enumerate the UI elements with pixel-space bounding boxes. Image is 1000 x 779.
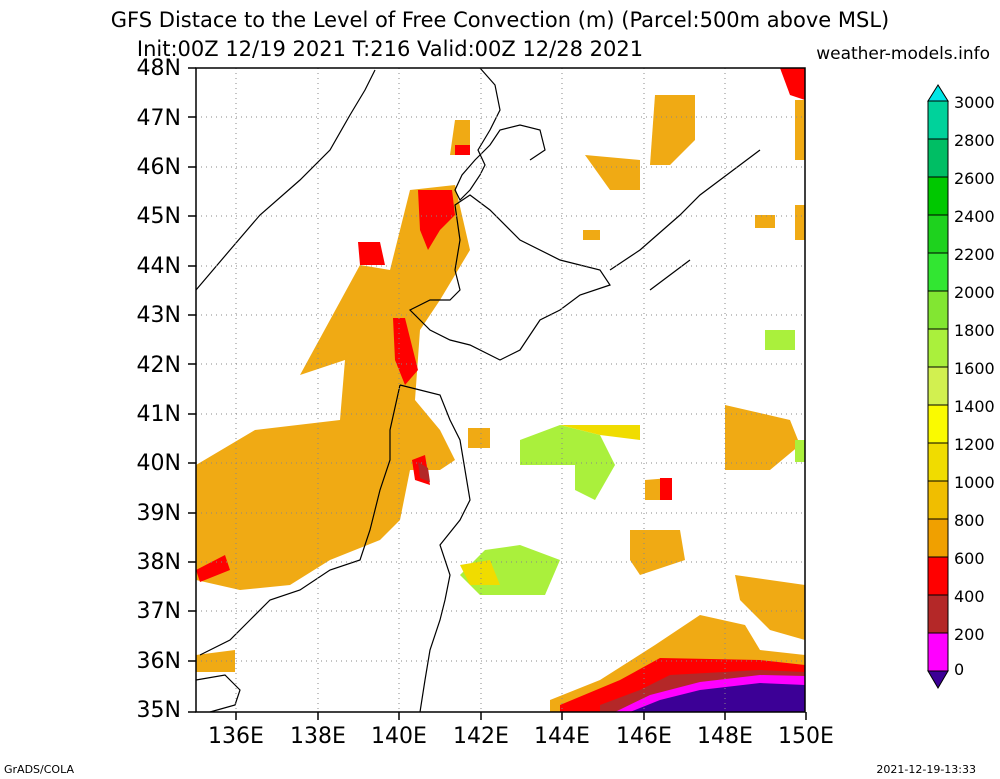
axis-ticks bbox=[188, 67, 807, 720]
lat-label-47n: 47N bbox=[136, 106, 181, 131]
field-pacific-orange-4 bbox=[735, 575, 805, 640]
lat-label-41n: 41N bbox=[136, 402, 181, 427]
colorbar-label: 1800 bbox=[954, 321, 995, 340]
colorbar-bin-2400 bbox=[927, 214, 949, 254]
colorbar-label: 1000 bbox=[954, 473, 995, 492]
colorbar-bottom-arrow bbox=[927, 670, 949, 689]
lat-label-46n: 46N bbox=[136, 155, 181, 180]
lat-label-36n: 36N bbox=[136, 649, 181, 674]
colorbar-bin-600 bbox=[927, 556, 949, 596]
footer-credit: GrADS/COLA bbox=[4, 763, 74, 776]
colorbar-bin-1400 bbox=[927, 404, 949, 444]
lat-label-40n: 40N bbox=[136, 451, 181, 476]
footer-timestamp: 2021-12-19-13:33 bbox=[876, 763, 976, 776]
colorbar-bin-200 bbox=[927, 632, 949, 672]
lat-label-45n: 45N bbox=[136, 204, 181, 229]
lon-label-148e: 148E bbox=[697, 724, 753, 749]
field-pacific-orange-2 bbox=[725, 405, 800, 470]
field-pacific-green-4 bbox=[765, 330, 795, 350]
field-okhotsk-6 bbox=[795, 100, 805, 160]
lat-label-39n: 39N bbox=[136, 501, 181, 526]
colorbar-label: 0 bbox=[954, 660, 965, 679]
colorbar-label: 2600 bbox=[954, 169, 995, 188]
map-title: GFS Distace to the Level of Free Convect… bbox=[110, 8, 890, 32]
lon-label-140e: 140E bbox=[371, 724, 427, 749]
map-subtitle: Init:00Z 12/19 2021 T:216 Valid:00Z 12/2… bbox=[136, 37, 644, 61]
field-pacific-yellow-2 bbox=[460, 560, 500, 585]
lon-label-146e: 146E bbox=[616, 724, 672, 749]
field-pacific-red-5 bbox=[660, 478, 672, 500]
colorbar-label: 3000 bbox=[954, 93, 995, 112]
colorbar-bin-2800 bbox=[927, 138, 949, 178]
field-okhotsk-8 bbox=[795, 205, 805, 240]
colorbar-label: 2400 bbox=[954, 207, 995, 226]
colorbar-label: 2800 bbox=[954, 131, 995, 150]
lat-label-38n: 38N bbox=[136, 550, 181, 575]
lat-label-35n: 35N bbox=[136, 698, 181, 723]
field-pacific-yellow-1 bbox=[560, 425, 640, 440]
lat-label-37n: 37N bbox=[136, 599, 181, 624]
field-kanto-purple bbox=[630, 683, 805, 712]
colorbar-bin-1000 bbox=[927, 480, 949, 520]
field-pacific-green-3 bbox=[795, 440, 805, 462]
colorbar-bin-400 bbox=[927, 594, 949, 634]
field-okhotsk-2 bbox=[585, 155, 640, 190]
coast-honshu bbox=[199, 384, 471, 713]
lat-label-44n: 44N bbox=[136, 254, 181, 279]
field-pacific-orange-1 bbox=[468, 428, 490, 448]
lon-label-136e: 136E bbox=[208, 724, 264, 749]
coast-mainland-asia bbox=[195, 69, 376, 291]
colorbar-label: 2200 bbox=[954, 245, 995, 264]
colorbar-label: 1600 bbox=[954, 359, 995, 378]
coast-hokkaido bbox=[408, 194, 611, 361]
colorbar-label: 1400 bbox=[954, 397, 995, 416]
coast-sakhalin bbox=[454, 67, 546, 202]
field-pacific-green-1 bbox=[520, 425, 615, 500]
field-okhotsk-4 bbox=[455, 145, 470, 155]
field-red-north bbox=[358, 242, 385, 265]
colorbar-bin-2600 bbox=[927, 176, 949, 216]
source-site: weather-models.info bbox=[816, 44, 990, 64]
colorbar-top-arrow bbox=[927, 84, 949, 102]
lon-label-142e: 142E bbox=[453, 724, 509, 749]
colorbar-bin-2200 bbox=[927, 252, 949, 292]
colorbar-bin-2000 bbox=[927, 290, 949, 330]
colorbar-label: 1200 bbox=[954, 435, 995, 454]
colorbar-bin-800 bbox=[927, 518, 949, 558]
graticule bbox=[196, 68, 805, 712]
map-frame bbox=[195, 67, 806, 713]
colorbar-label: 200 bbox=[954, 625, 985, 644]
coastlines bbox=[195, 67, 761, 713]
field-red-inlet bbox=[418, 462, 430, 482]
colorbar bbox=[927, 84, 949, 689]
lat-label-43n: 43N bbox=[136, 303, 181, 328]
lfc-field bbox=[196, 68, 805, 712]
field-sea-of-japan bbox=[196, 185, 470, 590]
colorbar-label: 2000 bbox=[954, 283, 995, 302]
colorbar-label: 600 bbox=[954, 549, 985, 568]
field-south-west bbox=[196, 650, 235, 672]
colorbar-label: 800 bbox=[954, 511, 985, 530]
colorbar-bin-1800 bbox=[927, 328, 949, 368]
coast-peninsula bbox=[195, 674, 241, 713]
colorbar-bin-1200 bbox=[927, 442, 949, 482]
colorbar-bin-3000 bbox=[927, 100, 949, 140]
field-okhotsk-5 bbox=[583, 230, 600, 240]
field-okhotsk-7 bbox=[780, 68, 805, 100]
field-red-hokkaido-west bbox=[418, 190, 455, 250]
lon-label-138e: 138E bbox=[290, 724, 346, 749]
field-okhotsk-3 bbox=[650, 95, 695, 165]
lat-label-48n: 48N bbox=[136, 56, 181, 81]
coast-kurils bbox=[609, 149, 761, 291]
colorbar-bin-1600 bbox=[927, 366, 949, 406]
field-sea-of-japan-patch bbox=[236, 516, 315, 540]
colorbar-label: 400 bbox=[954, 587, 985, 606]
field-pacific-orange-3 bbox=[630, 530, 685, 575]
lat-label-42n: 42N bbox=[136, 353, 181, 378]
field-okhotsk-9 bbox=[755, 215, 775, 228]
lon-label-144e: 144E bbox=[534, 724, 590, 749]
lon-label-150e: 150E bbox=[778, 724, 834, 749]
